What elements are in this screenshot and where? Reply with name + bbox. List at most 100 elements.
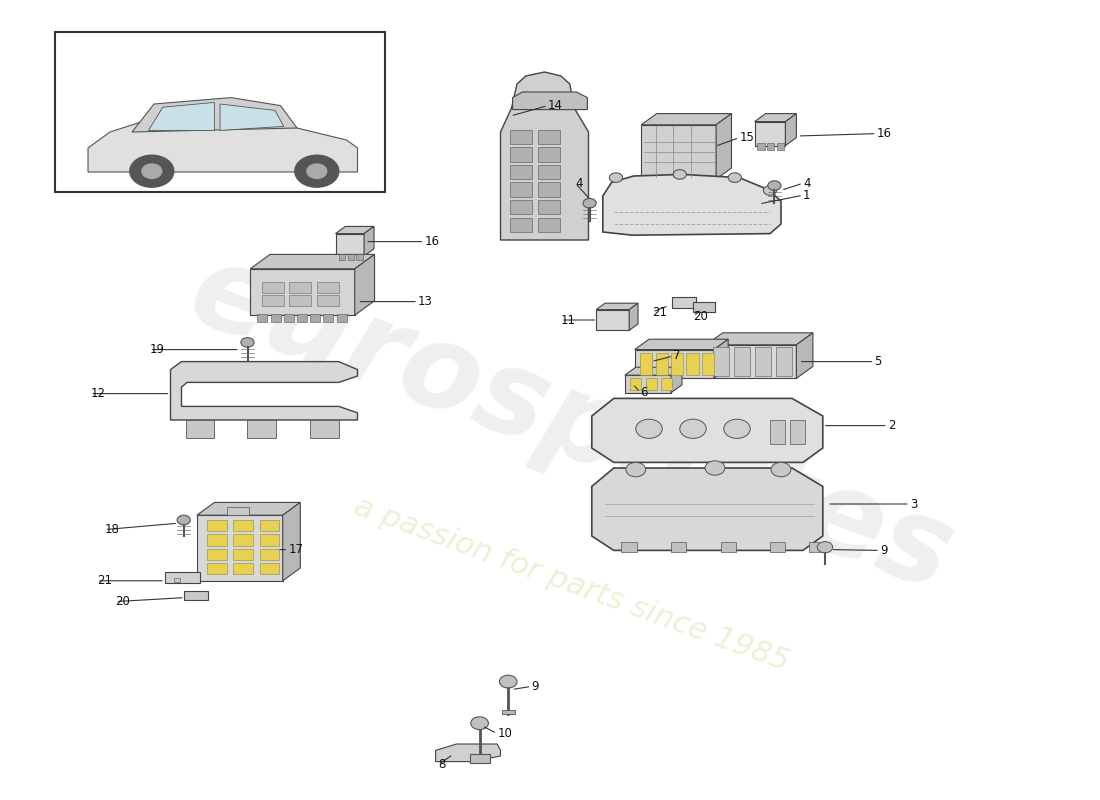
Text: 19: 19	[150, 343, 165, 356]
Polygon shape	[88, 116, 358, 172]
Polygon shape	[796, 333, 813, 378]
Bar	[233, 563, 253, 574]
Bar	[713, 347, 729, 376]
Polygon shape	[500, 72, 588, 240]
Polygon shape	[596, 303, 638, 310]
Text: 4: 4	[575, 177, 583, 190]
Text: 12: 12	[90, 387, 106, 400]
Circle shape	[177, 515, 190, 525]
Text: 21: 21	[652, 306, 668, 318]
Bar	[621, 542, 637, 552]
Polygon shape	[513, 92, 587, 110]
Bar	[289, 295, 311, 306]
Bar	[233, 549, 253, 560]
Bar	[289, 282, 311, 293]
Polygon shape	[716, 114, 732, 179]
Bar	[174, 578, 180, 582]
Text: 9: 9	[880, 544, 888, 557]
Bar	[625, 375, 671, 393]
Bar	[186, 420, 214, 438]
Text: a passion for parts since 1985: a passion for parts since 1985	[351, 491, 793, 677]
Bar	[538, 165, 560, 179]
Bar	[310, 314, 320, 322]
Text: 15: 15	[739, 131, 755, 144]
Text: 14: 14	[548, 99, 563, 112]
Circle shape	[626, 462, 646, 477]
Bar	[641, 125, 716, 179]
Bar	[262, 295, 284, 306]
Polygon shape	[436, 744, 500, 762]
Circle shape	[728, 173, 741, 182]
Bar	[671, 542, 686, 552]
Polygon shape	[641, 114, 732, 125]
Bar	[656, 353, 668, 375]
Bar	[502, 710, 515, 714]
Circle shape	[609, 173, 623, 182]
Bar	[702, 353, 714, 375]
Bar	[686, 353, 698, 375]
Circle shape	[763, 186, 777, 195]
Bar	[640, 353, 652, 375]
Polygon shape	[251, 254, 374, 269]
Bar	[348, 254, 354, 260]
Circle shape	[768, 181, 781, 190]
Circle shape	[705, 461, 725, 475]
Circle shape	[471, 717, 488, 730]
Polygon shape	[197, 502, 300, 515]
Bar	[635, 350, 714, 378]
Bar	[262, 282, 284, 293]
Bar	[671, 353, 683, 375]
Polygon shape	[336, 226, 374, 234]
Text: 7: 7	[673, 350, 681, 362]
Bar	[808, 542, 824, 552]
Polygon shape	[220, 104, 284, 130]
Circle shape	[307, 164, 327, 178]
Bar	[755, 347, 771, 376]
Bar	[323, 314, 333, 322]
Bar	[317, 295, 339, 306]
Text: 18: 18	[104, 523, 120, 536]
Bar	[233, 520, 253, 531]
Polygon shape	[671, 367, 682, 393]
Polygon shape	[785, 114, 796, 146]
Bar	[251, 269, 354, 315]
Circle shape	[771, 462, 791, 477]
Polygon shape	[592, 398, 823, 462]
Bar	[184, 590, 208, 600]
Text: 16: 16	[877, 127, 892, 140]
Bar	[207, 520, 227, 531]
Polygon shape	[603, 174, 781, 235]
Polygon shape	[635, 339, 728, 350]
Bar	[297, 314, 307, 322]
Text: eurospartes: eurospartes	[175, 233, 969, 615]
Bar	[470, 754, 490, 763]
Bar	[257, 314, 267, 322]
Circle shape	[673, 170, 686, 179]
Bar	[538, 182, 560, 197]
Polygon shape	[592, 468, 823, 550]
Bar	[510, 182, 532, 197]
Bar	[734, 347, 750, 376]
Text: 4: 4	[803, 177, 811, 190]
Text: 13: 13	[418, 295, 433, 308]
Polygon shape	[755, 114, 796, 122]
Circle shape	[680, 419, 706, 438]
Circle shape	[724, 419, 750, 438]
Polygon shape	[364, 226, 374, 256]
Bar	[538, 218, 560, 232]
Bar	[706, 345, 796, 378]
Bar	[271, 314, 281, 322]
Bar	[260, 563, 279, 574]
Bar	[777, 143, 784, 150]
Bar	[646, 378, 657, 390]
Polygon shape	[629, 303, 638, 330]
Text: 20: 20	[116, 595, 131, 608]
Bar	[510, 130, 532, 144]
Bar	[755, 122, 785, 146]
Bar	[596, 310, 629, 330]
Bar	[672, 297, 696, 308]
Bar	[227, 507, 249, 515]
Bar	[55, 32, 385, 192]
Bar	[661, 378, 672, 390]
Text: 1: 1	[803, 189, 811, 202]
